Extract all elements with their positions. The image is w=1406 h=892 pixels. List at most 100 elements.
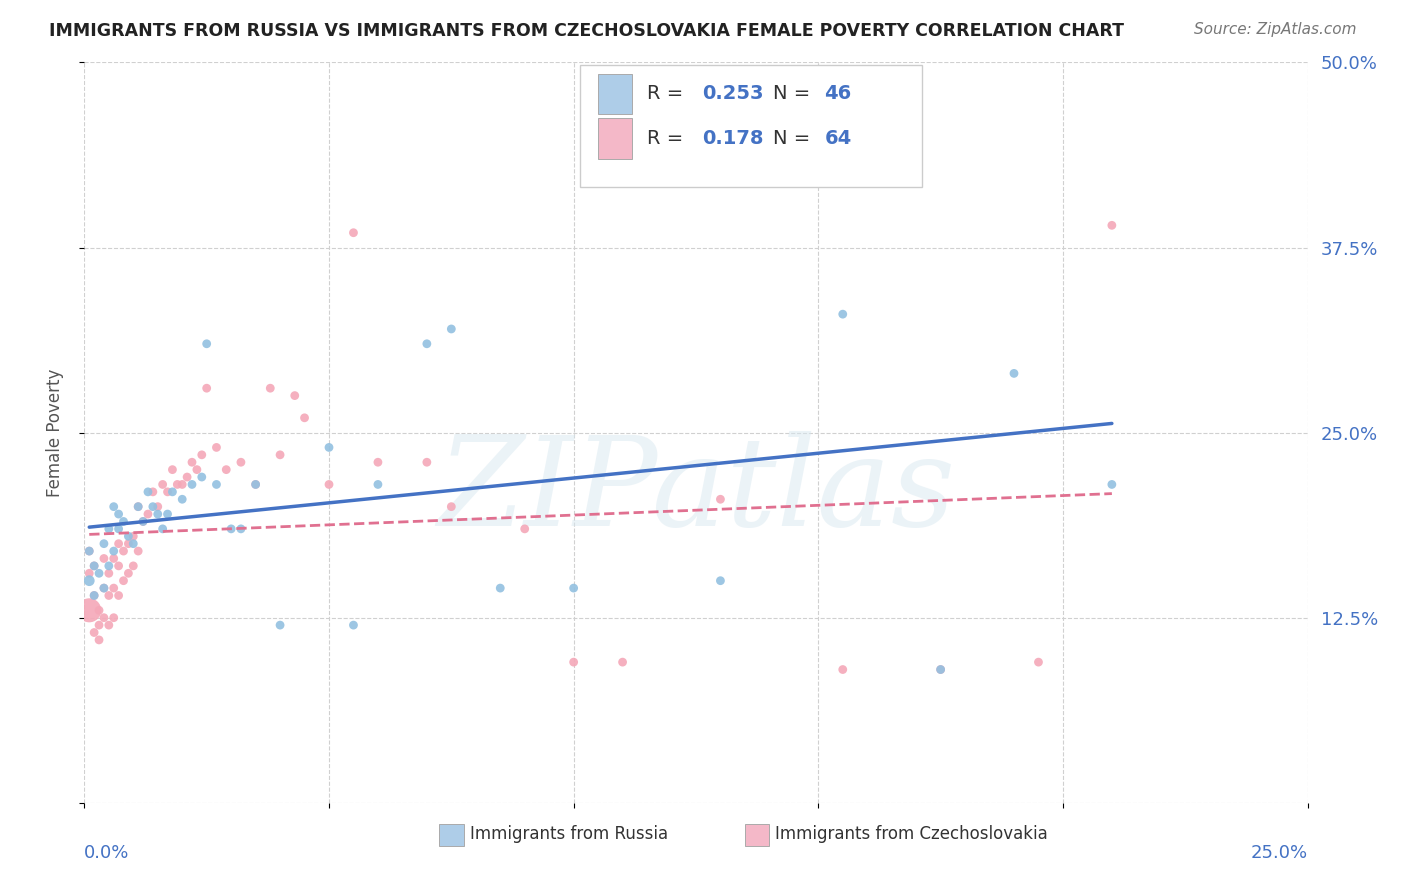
Point — [416, 336, 439, 351]
Point — [97, 522, 120, 536]
Point — [112, 515, 135, 529]
Point — [709, 492, 731, 507]
Point — [77, 544, 100, 558]
Point — [107, 558, 129, 573]
Point — [142, 484, 165, 499]
Point — [87, 632, 110, 647]
Point — [181, 455, 204, 469]
Point — [229, 522, 252, 536]
Point — [152, 477, 174, 491]
Point — [93, 581, 115, 595]
Text: Immigrants from Czechoslovakia: Immigrants from Czechoslovakia — [776, 825, 1049, 843]
Point — [191, 470, 214, 484]
Point — [103, 500, 125, 514]
Point — [83, 589, 105, 603]
Point — [831, 307, 853, 321]
Point — [97, 558, 120, 573]
Point — [318, 441, 340, 455]
Text: R =: R = — [647, 85, 689, 103]
Point — [103, 544, 125, 558]
Point — [195, 381, 218, 395]
Point — [284, 388, 307, 402]
Point — [127, 544, 149, 558]
Point — [87, 618, 110, 632]
Point — [83, 589, 105, 603]
Point — [97, 618, 120, 632]
FancyBboxPatch shape — [598, 73, 633, 114]
Point — [269, 618, 291, 632]
Text: 0.0%: 0.0% — [84, 844, 129, 862]
Point — [87, 566, 110, 581]
Text: IMMIGRANTS FROM RUSSIA VS IMMIGRANTS FROM CZECHOSLOVAKIA FEMALE POVERTY CORRELAT: IMMIGRANTS FROM RUSSIA VS IMMIGRANTS FRO… — [49, 22, 1125, 40]
Point — [93, 536, 115, 550]
Point — [342, 618, 364, 632]
Point — [245, 477, 267, 491]
Point — [156, 484, 179, 499]
Text: R =: R = — [647, 128, 689, 148]
Point — [245, 477, 267, 491]
Point — [103, 551, 125, 566]
Point — [107, 507, 129, 521]
Point — [229, 455, 252, 469]
Point — [1101, 219, 1123, 233]
Point — [612, 655, 634, 669]
Point — [562, 581, 585, 595]
Point — [127, 500, 149, 514]
Point — [176, 470, 198, 484]
Point — [146, 507, 169, 521]
Point — [77, 603, 100, 617]
Point — [562, 655, 585, 669]
Point — [122, 536, 145, 550]
Text: 0.253: 0.253 — [702, 85, 763, 103]
Point — [929, 663, 952, 677]
Point — [709, 574, 731, 588]
Point — [195, 336, 218, 351]
Point — [127, 500, 149, 514]
Point — [136, 507, 159, 521]
Point — [97, 566, 120, 581]
Point — [107, 522, 129, 536]
Point — [342, 226, 364, 240]
Point — [367, 455, 389, 469]
Y-axis label: Female Poverty: Female Poverty — [45, 368, 63, 497]
FancyBboxPatch shape — [745, 823, 769, 846]
Point — [156, 507, 179, 521]
Point — [489, 581, 512, 595]
Text: 25.0%: 25.0% — [1250, 844, 1308, 862]
Point — [107, 589, 129, 603]
Point — [97, 589, 120, 603]
Point — [77, 574, 100, 588]
Point — [142, 500, 165, 514]
Point — [146, 500, 169, 514]
Point — [929, 663, 952, 677]
Text: N =: N = — [773, 85, 817, 103]
Point — [191, 448, 214, 462]
Point — [122, 529, 145, 543]
Point — [186, 462, 208, 476]
FancyBboxPatch shape — [439, 823, 464, 846]
Point — [112, 544, 135, 558]
Point — [181, 477, 204, 491]
Point — [77, 544, 100, 558]
Point — [93, 610, 115, 624]
Point — [117, 536, 139, 550]
Point — [162, 462, 184, 476]
Point — [1028, 655, 1050, 669]
Point — [215, 462, 238, 476]
Point — [269, 448, 291, 462]
Point — [440, 322, 463, 336]
Text: ZIPatlas: ZIPatlas — [437, 431, 955, 553]
Text: Immigrants from Russia: Immigrants from Russia — [470, 825, 668, 843]
Point — [172, 492, 194, 507]
Text: Source: ZipAtlas.com: Source: ZipAtlas.com — [1194, 22, 1357, 37]
Point — [440, 500, 463, 514]
Point — [93, 551, 115, 566]
Point — [83, 558, 105, 573]
Point — [83, 558, 105, 573]
Point — [117, 529, 139, 543]
Point — [103, 610, 125, 624]
Point — [318, 477, 340, 491]
Point — [612, 159, 634, 173]
Point — [205, 441, 228, 455]
Point — [112, 574, 135, 588]
